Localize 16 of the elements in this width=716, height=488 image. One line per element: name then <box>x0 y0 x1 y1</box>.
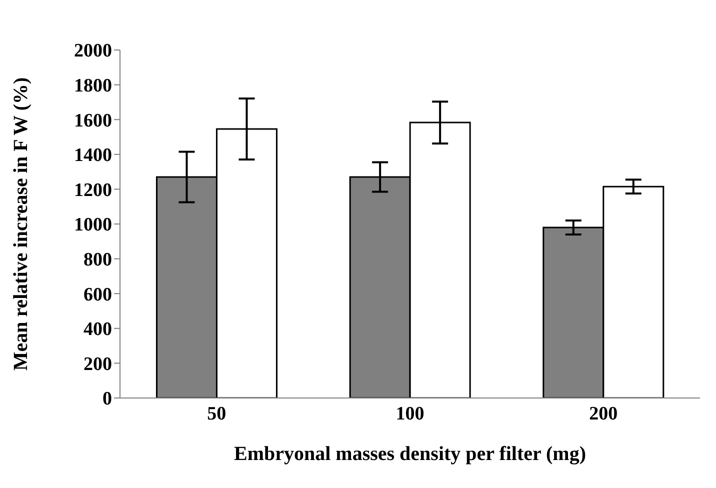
y-tick-label: 200 <box>84 354 112 375</box>
y-tick-label: 2000 <box>74 40 112 62</box>
y-tick-label: 400 <box>84 319 112 340</box>
y-tick-label: 1400 <box>74 145 112 166</box>
y-tick-label: 800 <box>84 250 112 271</box>
x-tick-label: 100 <box>396 403 424 424</box>
y-tick-label: 1000 <box>74 214 112 236</box>
y-axis-title: Mean relative increase in F W (%) <box>10 77 32 371</box>
x-tick-label: 200 <box>589 403 618 424</box>
y-tick-label: 600 <box>84 284 112 306</box>
y-tick-label: 1200 <box>74 180 112 201</box>
y-tick-label: 1600 <box>74 110 112 132</box>
y-tick-label: 0 <box>102 388 112 410</box>
y-tick-label: 1800 <box>74 76 112 97</box>
x-axis-title: Embryonal masses density per filter (mg) <box>234 443 586 465</box>
x-tick-label: 50 <box>207 403 226 424</box>
